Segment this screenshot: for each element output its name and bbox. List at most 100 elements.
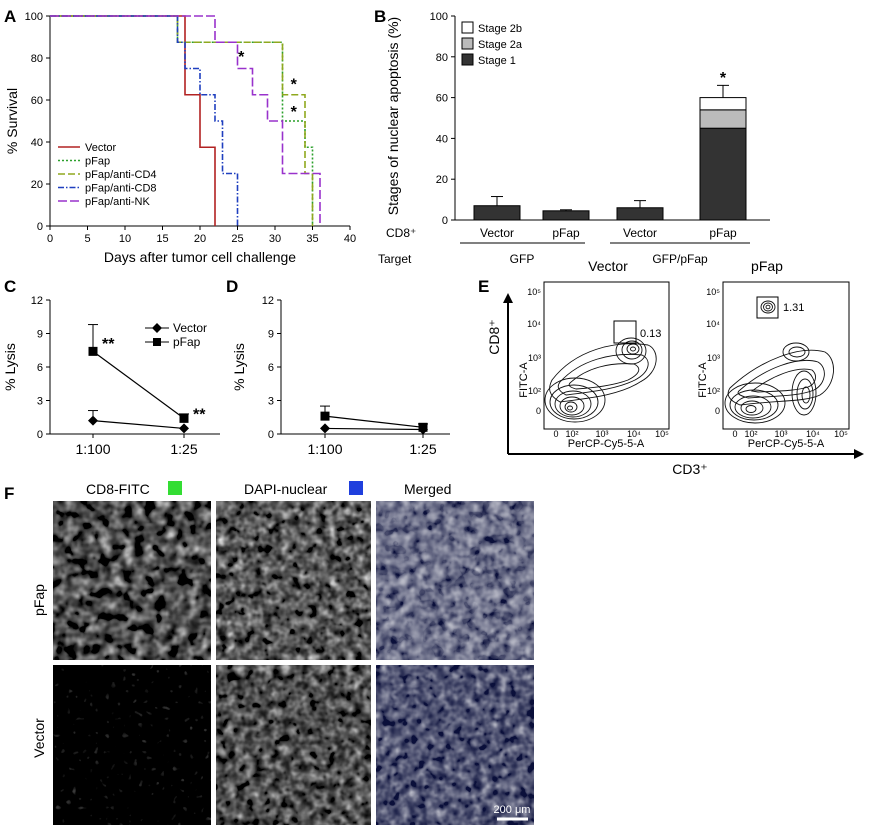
panel-a-x-label: Days after tumor cell challenge: [104, 249, 296, 265]
e0-xtick-0: 0: [553, 429, 558, 439]
a-xtick-label-4: 20: [194, 233, 206, 245]
c-xtick-label-1: 1:25: [170, 441, 197, 457]
b-bar-3-0: [699, 127, 747, 221]
flow-plot-vector-xlabel: PerCP-Cy5-5-A: [568, 438, 645, 450]
panel-d-x-ticks: 1:100 1:25: [307, 434, 437, 457]
c-legend-label-1: pFap: [173, 335, 201, 349]
b-ytick-label-4: 80: [436, 52, 448, 64]
panel-b-letter: B: [374, 7, 386, 26]
panel-b-legend: Stage 2b Stage 2a Stage 1: [461, 21, 523, 67]
micrograph-vector-dapi: [216, 665, 371, 825]
micrograph-pfap-cd8: [53, 501, 211, 660]
c-point-1-0: [88, 346, 98, 356]
b-legend-swatch-1: [461, 37, 474, 50]
c-point-1-1: [179, 413, 189, 423]
scale-bar-label: 200 μm: [494, 804, 531, 816]
e1-ytick-4: 0: [715, 406, 720, 416]
b-bar-0-0: [473, 205, 521, 221]
flow-plot-vector-contours: [544, 337, 657, 423]
e0-ytick-1: 10⁴: [527, 319, 541, 329]
flow-plot-pfap-xlabel: PerCP-Cy5-5-A: [748, 438, 825, 450]
panel-c-y-label: % Lysis: [2, 343, 18, 391]
a-xtick-label-1: 5: [84, 233, 90, 245]
flow-plot-pfap-contours: [724, 300, 834, 424]
flow-plot-pfap-gate-value: 1.31: [783, 302, 804, 314]
a-xtick-label-5: 25: [231, 233, 243, 245]
a-xtick-label-3: 15: [156, 233, 168, 245]
flow-plot-pfap-ylabel: FITC-A: [697, 362, 709, 398]
c-legend-marker-1: [153, 338, 161, 346]
panel-b-y-ticks: 0 20 40 60 80 100: [430, 11, 455, 227]
a-legend-label-0: Vector: [85, 142, 117, 154]
a-ytick-label-1: 20: [31, 179, 43, 191]
c-ytick-label-4: 12: [31, 295, 43, 307]
b-ytick-label-5: 100: [430, 11, 448, 23]
cd8-fitc-swatch: [168, 481, 182, 495]
e0-xtick-1: 10²: [565, 429, 578, 439]
flow-plot-vector-ticks: 10⁵ 10⁴ 10³ 10² 0 0 10² 10³ 10⁴ 10⁵: [527, 287, 669, 439]
e1-ytick-3: 10²: [707, 386, 720, 396]
a-legend-label-2: pFap/anti-CD4: [85, 169, 157, 181]
a-annotation-2: *: [291, 104, 298, 121]
panel-d-y-ticks: 0 3 6 9 12: [262, 295, 281, 441]
panel-b-group-gfp-pfap: GFP/pFap: [652, 252, 708, 266]
flow-plot-vector-gate-value: 0.13: [640, 328, 661, 340]
b-annotation-0: *: [720, 70, 727, 87]
c-annotation-1: **: [193, 406, 206, 423]
d-xtick-label-1: 1:25: [409, 441, 436, 457]
a-legend-label-1: pFap: [85, 156, 110, 168]
b-category-label-0: Vector: [480, 226, 514, 240]
e0-xtick-2: 10³: [595, 429, 608, 439]
c-ytick-label-0: 0: [37, 429, 43, 441]
c-ytick-label-3: 9: [37, 329, 43, 341]
e0-xtick-4: 10⁵: [655, 429, 669, 439]
e1-ytick-2: 10³: [707, 353, 720, 363]
d-series-line-0: [324, 427, 424, 431]
b-category-label-3: pFap: [709, 226, 737, 240]
a-series-line-4: [50, 15, 321, 226]
row-label-vector: Vector: [31, 718, 47, 758]
b-ytick-label-0: 0: [442, 215, 448, 227]
e1-ytick-1: 10⁴: [706, 319, 720, 329]
panel-b-y-label-line1: Stages of nuclear apoptosis (%): [385, 17, 401, 215]
panel-b-bars: *: [473, 70, 747, 221]
a-xtick-label-0: 0: [47, 233, 53, 245]
flow-plot-pfap-gate: [756, 296, 779, 319]
flow-plot-vector-gate: [613, 320, 637, 344]
a-series-line-0: [50, 15, 216, 226]
b-bar-1-0: [542, 210, 590, 221]
panel-a-letter: A: [4, 7, 16, 26]
micrograph-pfap-merged: [376, 501, 534, 660]
flow-plot-vector-frame: [543, 281, 670, 430]
a-legend-label-3: pFap/anti-CD8: [85, 183, 157, 195]
b-ytick-label-1: 20: [436, 174, 448, 186]
panel-d-series: [320, 405, 428, 435]
col-label-dapi-nuclear: DAPI-nuclear: [244, 481, 328, 497]
d-point-0-0: [320, 423, 330, 434]
panel-b-group-gfp: GFP: [510, 252, 535, 266]
panel-d-letter: D: [226, 277, 238, 296]
e1-xtick-3: 10⁴: [806, 429, 820, 439]
a-ytick-label-3: 60: [31, 95, 43, 107]
d-ytick-label-1: 3: [268, 396, 274, 408]
e1-ytick-0: 10⁵: [706, 287, 720, 297]
a-series-line-2: [50, 15, 314, 226]
flow-plot-pfap-ticks: 10⁵ 10⁴ 10³ 10² 0 0 10² 10³ 10⁴ 10⁵: [706, 287, 848, 439]
panel-a-annotations: * * *: [238, 49, 298, 121]
e0-ytick-4: 0: [536, 406, 541, 416]
b-legend-swatch-2: [461, 21, 474, 34]
c-ytick-label-1: 3: [37, 396, 43, 408]
b-legend-label-2: Stage 2b: [478, 23, 522, 35]
panel-e: E CD8⁺ CD3⁺ Vector: [478, 258, 864, 477]
c-series-line-0: [92, 420, 185, 430]
a-ytick-label-4: 80: [31, 53, 43, 65]
b-ytick-label-3: 60: [436, 93, 448, 105]
c-annotation-0: **: [102, 336, 115, 353]
flow-plot-pfap-title: pFap: [751, 258, 783, 274]
panel-c-x-ticks: 1:100 1:25: [75, 434, 198, 457]
panel-b-categories: Vector pFap Vector pFap: [480, 226, 737, 240]
panel-b-row-label-cd8: CD8⁺: [386, 226, 416, 240]
micrograph-vector-merged: [376, 665, 534, 825]
